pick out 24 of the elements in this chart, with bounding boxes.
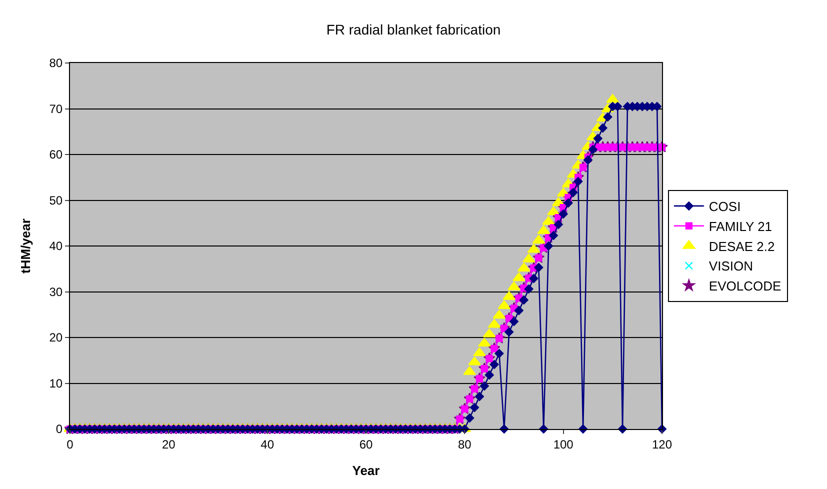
legend-label: VISION <box>708 258 753 274</box>
legend-label: FAMILY 21 <box>708 218 772 234</box>
legend-label: EVOLCODE <box>708 278 782 294</box>
x-axis-title: Year <box>352 463 380 478</box>
x-tick-label: 40 <box>260 437 274 452</box>
y-tick-label: 30 <box>49 284 63 299</box>
legend-label: COSI <box>708 199 741 214</box>
x-tick-label: 120 <box>652 437 672 452</box>
y-tick-label: 40 <box>49 239 63 254</box>
x-tick-label: 80 <box>458 437 472 452</box>
y-tick-label: 10 <box>49 376 63 390</box>
y-tick-label: 70 <box>49 102 63 116</box>
y-tick-label: 20 <box>49 330 63 345</box>
chart-title: FR radial blanket fabrication <box>326 21 501 38</box>
y-tick-label: 60 <box>49 148 63 162</box>
y-axis-title: tHM/year <box>18 218 34 274</box>
y-tick-label: 0 <box>56 422 63 436</box>
x-tick-label: 100 <box>553 437 574 452</box>
legend-label: DESAE 2.2 <box>708 238 775 254</box>
y-tick-label: 50 <box>49 193 63 208</box>
x-tick-label: 20 <box>162 437 176 452</box>
y-tick-label: 80 <box>49 56 63 70</box>
x-tick-label: 0 <box>66 437 74 452</box>
x-tick-label: 60 <box>359 437 373 452</box>
